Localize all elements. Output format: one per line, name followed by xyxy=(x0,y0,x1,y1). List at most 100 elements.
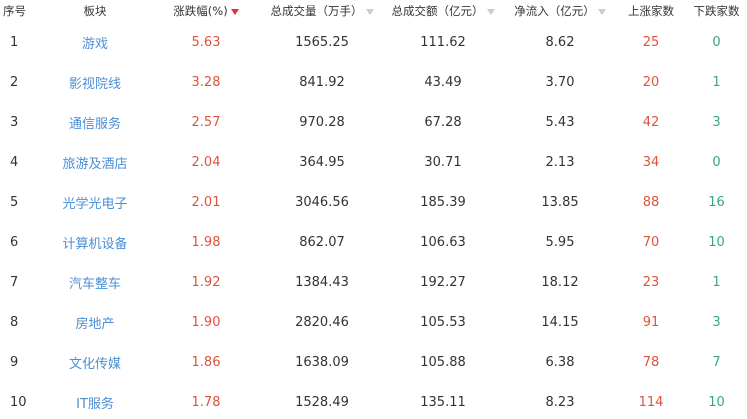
turnover: 105.53 xyxy=(420,314,466,330)
change-pct: 1.86 xyxy=(191,354,221,370)
down-count: 16 xyxy=(708,194,725,210)
table-row[interactable]: 9 文化传媒 1.86 1638.09 105.88 6.38 78 7 xyxy=(0,342,747,382)
sector-link[interactable]: 计算机设备 xyxy=(62,236,128,252)
header-turnover-label: 总成交额（亿元） xyxy=(391,4,484,18)
down-count: 7 xyxy=(712,354,721,370)
turnover: 43.49 xyxy=(424,74,462,90)
table-header: 序号 板块 涨跌幅(%) 总成交量（万手） 总成交额（亿元） 净流入（亿元） 上… xyxy=(0,0,747,22)
table-row[interactable]: 2 影视院线 3.28 841.92 43.49 3.70 20 1 xyxy=(0,62,747,102)
header-down-count: 下跌家数 xyxy=(693,4,740,18)
header-net-inflow[interactable]: 净流入（亿元） xyxy=(504,0,616,22)
table-row[interactable]: 1 游戏 5.63 1565.25 111.62 8.62 25 0 xyxy=(0,22,747,62)
up-count: 91 xyxy=(642,314,660,330)
volume: 841.92 xyxy=(299,74,345,90)
up-count: 20 xyxy=(642,74,660,90)
change-pct: 3.28 xyxy=(191,74,221,90)
turnover: 135.11 xyxy=(420,394,466,410)
up-count: 42 xyxy=(642,114,660,130)
row-index: 4 xyxy=(10,154,19,170)
table-row[interactable]: 5 光学光电子 2.01 3046.56 185.39 13.85 88 16 xyxy=(0,182,747,222)
table-row[interactable]: 10 IT服务 1.78 1528.49 135.11 8.23 114 10 xyxy=(0,382,747,419)
header-net-inflow-label: 净流入（亿元） xyxy=(514,4,595,18)
up-count: 88 xyxy=(642,194,660,210)
header-up-count: 上涨家数 xyxy=(628,4,674,18)
row-index: 9 xyxy=(10,354,19,370)
turnover: 111.62 xyxy=(420,34,466,50)
header-turnover[interactable]: 总成交额（亿元） xyxy=(382,0,504,22)
net-inflow: 8.23 xyxy=(545,394,575,410)
change-pct: 1.92 xyxy=(191,274,221,290)
turnover: 106.63 xyxy=(420,234,466,250)
table-row[interactable]: 4 旅游及酒店 2.04 364.95 30.71 2.13 34 0 xyxy=(0,142,747,182)
sector-link[interactable]: 文化传媒 xyxy=(68,356,121,372)
volume: 1384.43 xyxy=(295,274,349,290)
sector-link[interactable]: 房地产 xyxy=(75,316,115,332)
sector-link[interactable]: 光学光电子 xyxy=(62,196,128,212)
change-pct: 1.78 xyxy=(191,394,221,410)
up-count: 34 xyxy=(642,154,660,170)
table-row[interactable]: 7 汽车整车 1.92 1384.43 192.27 18.12 23 1 xyxy=(0,262,747,302)
down-count: 0 xyxy=(712,154,721,170)
sector-link[interactable]: 旅游及酒店 xyxy=(62,156,128,172)
volume: 3046.56 xyxy=(295,194,349,210)
header-change-pct[interactable]: 涨跌幅(%) xyxy=(150,0,262,22)
net-inflow: 2.13 xyxy=(545,154,575,170)
turnover: 105.88 xyxy=(420,354,466,370)
up-count: 78 xyxy=(642,354,660,370)
sector-link[interactable]: IT服务 xyxy=(76,396,114,412)
sector-link[interactable]: 游戏 xyxy=(81,36,108,52)
volume: 2820.46 xyxy=(295,314,349,330)
change-pct: 1.90 xyxy=(191,314,221,330)
change-pct: 2.04 xyxy=(191,154,221,170)
change-pct: 5.63 xyxy=(191,34,221,50)
turnover: 185.39 xyxy=(420,194,466,210)
header-volume-label: 总成交量（万手） xyxy=(270,4,363,18)
header-index: 序号 xyxy=(3,4,26,18)
table-row[interactable]: 8 房地产 1.90 2820.46 105.53 14.15 91 3 xyxy=(0,302,747,342)
header-volume[interactable]: 总成交量（万手） xyxy=(262,0,382,22)
table-row[interactable]: 6 计算机设备 1.98 862.07 106.63 5.95 70 10 xyxy=(0,222,747,262)
volume: 1528.49 xyxy=(295,394,349,410)
net-inflow: 5.95 xyxy=(545,234,575,250)
net-inflow: 3.70 xyxy=(545,74,575,90)
down-count: 10 xyxy=(708,394,725,410)
sort-icon[interactable] xyxy=(486,8,495,15)
net-inflow: 8.62 xyxy=(545,34,575,50)
row-index: 10 xyxy=(10,394,27,410)
header-sector: 板块 xyxy=(83,4,107,18)
net-inflow: 5.43 xyxy=(545,114,575,130)
up-count: 23 xyxy=(642,274,660,290)
sort-desc-icon[interactable] xyxy=(230,8,239,15)
down-count: 3 xyxy=(712,114,721,130)
row-index: 8 xyxy=(10,314,19,330)
sort-icon[interactable] xyxy=(597,8,606,15)
volume: 970.28 xyxy=(299,114,345,130)
change-pct: 1.98 xyxy=(191,234,221,250)
row-index: 5 xyxy=(10,194,19,210)
table-row[interactable]: 3 通信服务 2.57 970.28 67.28 5.43 42 3 xyxy=(0,102,747,142)
row-index: 2 xyxy=(10,74,19,90)
volume: 1638.09 xyxy=(295,354,349,370)
sort-icon[interactable] xyxy=(365,8,374,15)
turnover: 192.27 xyxy=(420,274,466,290)
volume: 364.95 xyxy=(299,154,345,170)
up-count: 70 xyxy=(642,234,660,250)
net-inflow: 13.85 xyxy=(541,194,579,210)
sector-link[interactable]: 影视院线 xyxy=(68,76,121,92)
net-inflow: 6.38 xyxy=(545,354,575,370)
change-pct: 2.01 xyxy=(191,194,221,210)
row-index: 3 xyxy=(10,114,19,130)
sector-link[interactable]: 通信服务 xyxy=(68,116,121,132)
up-count: 25 xyxy=(642,34,660,50)
net-inflow: 14.15 xyxy=(541,314,579,330)
volume: 862.07 xyxy=(299,234,345,250)
turnover: 30.71 xyxy=(424,154,462,170)
volume: 1565.25 xyxy=(295,34,349,50)
down-count: 0 xyxy=(712,34,721,50)
sector-link[interactable]: 汽车整车 xyxy=(68,276,121,292)
down-count: 1 xyxy=(712,274,721,290)
down-count: 10 xyxy=(708,234,725,250)
row-index: 7 xyxy=(10,274,19,290)
turnover: 67.28 xyxy=(424,114,462,130)
